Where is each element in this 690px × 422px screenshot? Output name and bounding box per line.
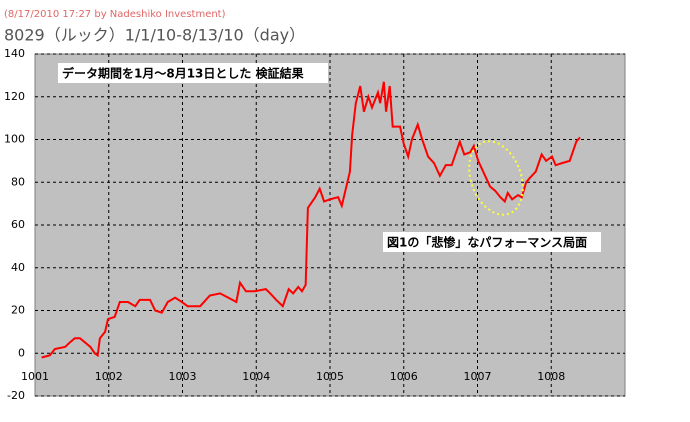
y-tick-label: 120 [4,90,25,103]
chart-subtitle: (8/17/2010 17:27 by Nadeshiko Investment… [4,9,226,20]
x-tick-label: 1007 [464,370,492,383]
x-tick-label: 1004 [242,370,270,383]
annotation: データ期間を1月～8月13日とした 検証結果 [62,66,304,81]
highlight-ellipse [468,140,524,216]
y-tick-label: 20 [11,304,25,317]
y-tick-label: 40 [11,261,25,274]
y-tick-label: -20 [7,389,25,402]
y-tick-label: 60 [11,218,25,231]
data-line [41,81,581,359]
y-tick-label: 140 [4,47,25,60]
y-tick-label: 100 [4,133,25,146]
x-tick-label: 1003 [169,370,197,383]
annotation-box [58,63,328,83]
x-tick-label: 1008 [537,370,565,383]
chart-title: 8029（ルック）1/1/10-8/13/10（day） [4,26,305,45]
x-tick-label: 1006 [390,370,418,383]
x-tick-label: 1005 [316,370,344,383]
x-tick-label: 1002 [95,370,123,383]
annotation: 図1の「悲惨」なパフォーマンス局面 [387,235,587,250]
x-tick-label: 1001 [21,370,49,383]
y-tick-label: 80 [11,175,25,188]
annotation-box [383,232,601,252]
y-tick-label: 0 [18,346,25,359]
